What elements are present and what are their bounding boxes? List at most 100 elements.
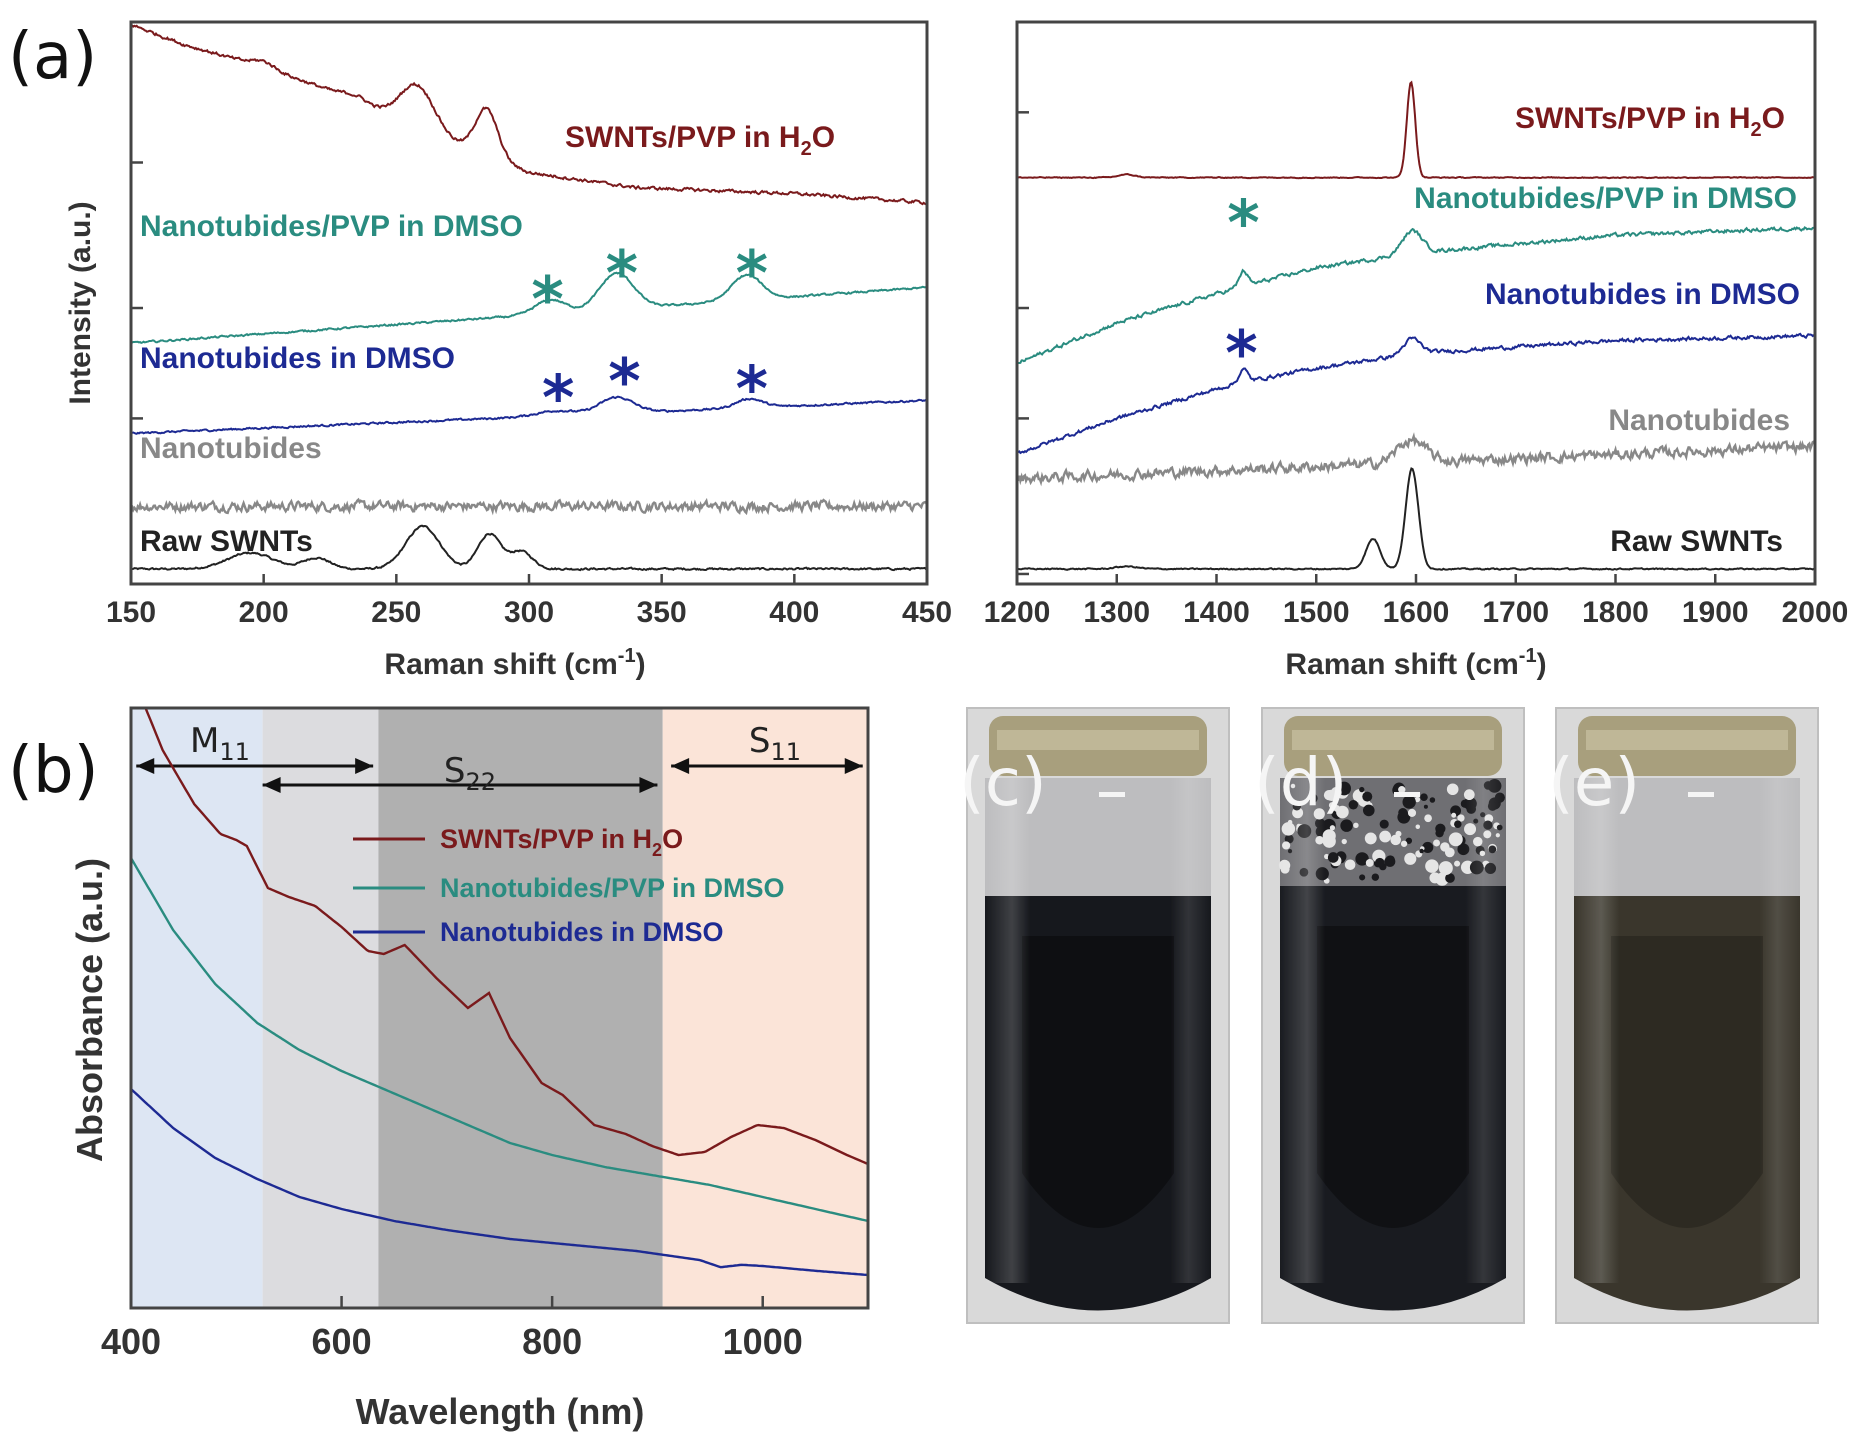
x-tick-label: 300	[504, 596, 554, 629]
vial-photo: (c)	[959, 707, 1230, 1324]
absorbance-region-arrows: M11 S22 S11	[136, 721, 863, 796]
raman-low-series	[131, 23, 927, 572]
series-label-nanotubides: Nanotubides	[1608, 404, 1790, 437]
vial-reflection	[1280, 778, 1506, 1283]
legend-label: Nanotubides/PVP in DMSO	[440, 873, 785, 903]
series-line-nano-dmso	[131, 395, 927, 435]
x-tick-label: 400	[769, 596, 819, 629]
region-label: S11	[749, 721, 801, 766]
vial-photo: (d)	[1254, 707, 1525, 1324]
x-tick-label: 1700	[1482, 596, 1549, 629]
x-tick-label: 350	[637, 596, 687, 629]
series-line-nano-pvp-dmso	[1017, 226, 1815, 364]
absorbance-xticks: 400 600 800 1000	[101, 1296, 803, 1362]
series-label-nano-dmso: Nanotubides in DMSO	[1485, 278, 1800, 311]
x-tick-label: 400	[101, 1321, 161, 1362]
absorbance-series	[131, 708, 868, 1277]
absorbance-regions	[131, 708, 868, 1308]
x-tick-label: 150	[106, 596, 156, 629]
photo-label: (e)	[1548, 744, 1640, 821]
vial-photo: (e)	[1548, 707, 1819, 1324]
series-line-swnt-pvp-h2o	[1017, 80, 1815, 180]
photo-label: (d)	[1254, 744, 1347, 821]
peak-star-marker: *	[1227, 187, 1259, 260]
series-label-raw: Raw SWNTs	[140, 525, 313, 558]
raman-low-stars: * * * * * *	[531, 237, 768, 434]
vial-reflection	[985, 778, 1211, 1283]
peak-star-marker: *	[736, 237, 768, 310]
raman-low-yticks	[131, 161, 143, 586]
series-label-swnt-pvp-h2o: SWNTs/PVP in H2O	[1515, 102, 1785, 141]
series-line-nano-pvp-dmso	[131, 271, 927, 345]
series-label-nano-dmso: Nanotubides in DMSO	[140, 342, 455, 375]
peak-star-marker: *	[606, 237, 638, 310]
peak-star-marker: *	[608, 345, 640, 418]
x-tick-label: 1400	[1183, 596, 1250, 629]
arrow-head-left	[262, 777, 281, 793]
raman-high-stars: **	[1225, 187, 1259, 390]
x-tick-label: 1000	[723, 1321, 803, 1362]
series-line-swnt-pvp-h2o	[131, 23, 927, 206]
vial-rim-highlight	[997, 730, 1199, 750]
absorbance-frame	[129, 706, 870, 1310]
photo-label-dash	[1099, 792, 1125, 797]
absorbance-ylabel: Absorbance (a.u.)	[69, 858, 110, 1162]
x-tick-label: 1200	[984, 596, 1051, 629]
x-tick-label: 1500	[1283, 596, 1350, 629]
series-label-nanotubides: Nanotubides	[140, 432, 322, 465]
photo-label: (c)	[959, 744, 1047, 821]
peak-star-marker: *	[736, 352, 768, 425]
region-label: M11	[190, 721, 250, 766]
series-line-raw	[1017, 467, 1815, 571]
peak-star-marker: *	[542, 361, 574, 434]
raman-high-series	[1017, 80, 1815, 571]
absorbance-line-swnt-pvp-h2o	[144, 708, 868, 1166]
raman-high-xlabel: Raman shift (cm-1)	[1285, 645, 1546, 681]
legend-label: SWNTs/PVP in H2O	[440, 824, 683, 860]
panel-label-a: (a)	[8, 20, 97, 94]
photo-label-dash	[1688, 792, 1714, 797]
arrow-head-right	[639, 777, 658, 793]
series-line-raw	[131, 524, 927, 572]
x-tick-label: 450	[902, 596, 952, 629]
vial-reflection	[1574, 778, 1800, 1283]
series-label-raw: Raw SWNTs	[1610, 525, 1783, 558]
absorbance-legend: SWNTs/PVP in H2O Nanotubides/PVP in DMSO N…	[353, 824, 785, 947]
series-label-nano-pvp-dmso: Nanotubides/PVP in DMSO	[140, 210, 523, 243]
raman-low-frame	[129, 20, 929, 586]
series-line-nanotubides	[1017, 432, 1815, 487]
x-tick-label: 1300	[1083, 596, 1150, 629]
arrow-head-left	[671, 758, 690, 774]
absorbance-chart: M11 S22 S11 400 600 800 1000 SWNTs/PVP in H2O…	[69, 706, 870, 1432]
x-tick-label: 1800	[1582, 596, 1649, 629]
vial-rim-highlight	[1292, 730, 1494, 750]
arrow-head-right	[844, 758, 863, 774]
raman-low-chart: 150 200 250 300 350 400 450 Raw SWNTs Nanotubid…	[64, 20, 952, 681]
raman-high-chart: 1200 1300 1400 1500 1600 1700 1800 1900 2000 Raw…	[984, 20, 1848, 681]
panel-label-b: (b)	[8, 734, 99, 808]
raman-low-xlabel: Raman shift (cm-1)	[384, 645, 645, 681]
spectral-region-band	[378, 708, 663, 1308]
vial-photos: (c) (d) (e)	[959, 707, 1819, 1324]
series-line-nano-dmso	[1017, 332, 1815, 455]
raman-high-series-labels: Raw SWNTs Nanotubides Nanotubides in DMSO N…	[1414, 102, 1800, 558]
series-label-nano-pvp-dmso: Nanotubides/PVP in DMSO	[1414, 182, 1797, 215]
x-tick-label: 1600	[1383, 596, 1450, 629]
x-tick-label: 800	[522, 1321, 582, 1362]
raman-low-ylabel: Intensity (a.u.)	[64, 201, 97, 404]
spectral-region-band	[662, 708, 868, 1308]
legend-label: Nanotubides in DMSO	[440, 917, 724, 947]
series-line-nanotubides	[131, 497, 927, 516]
photo-label-dash	[1394, 792, 1420, 797]
arrow-head-left	[136, 758, 155, 774]
vial-rim-highlight	[1586, 730, 1788, 750]
raman-high-yticks	[1017, 111, 1029, 576]
arrow-head-right	[355, 758, 374, 774]
x-tick-label: 600	[312, 1321, 372, 1362]
series-label-swnt-pvp-h2o: SWNTs/PVP in H2O	[565, 121, 835, 160]
x-tick-label: 250	[371, 596, 421, 629]
region-label: S22	[444, 751, 496, 796]
peak-star-marker: *	[1225, 317, 1257, 390]
raman-high-xticks: 1200 1300 1400 1500 1600 1700 1800 1900 2000	[984, 574, 1848, 629]
